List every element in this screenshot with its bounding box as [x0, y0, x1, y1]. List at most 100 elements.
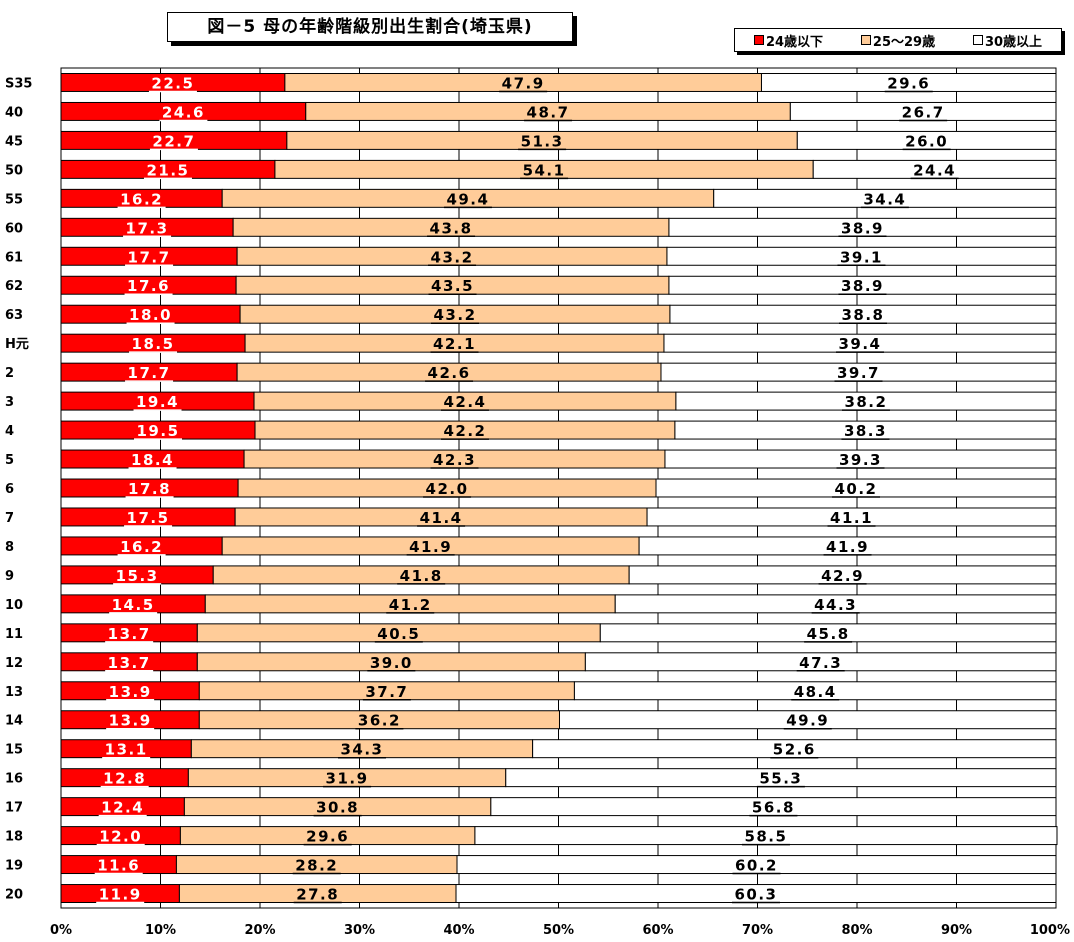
data-label: 39.1: [840, 248, 883, 266]
category-label: 10: [5, 598, 23, 613]
legend: 24歳以下 25～29歳 30歳以上: [734, 28, 1062, 52]
x-tick-label: 50%: [543, 923, 574, 938]
data-label: 49.4: [446, 190, 489, 208]
category-label: 3: [5, 395, 14, 410]
legend-label-0: 24歳以下: [765, 34, 824, 50]
category-label: 45: [5, 134, 23, 149]
data-label: 29.6: [887, 74, 930, 92]
data-label: 18.0: [129, 306, 172, 324]
category-label: 2: [5, 366, 14, 381]
x-tick-label: 80%: [841, 923, 872, 938]
category-label: 14: [5, 714, 23, 729]
data-label: 24.6: [162, 103, 205, 121]
data-label: 17.7: [128, 248, 171, 266]
legend-label-2: 30歳以上: [984, 34, 1043, 50]
category-label: 13: [5, 685, 23, 700]
category-label: 9: [5, 569, 14, 584]
data-label: 24.4: [913, 161, 956, 179]
data-label: 41.2: [389, 596, 432, 614]
x-tick-label: 0%: [50, 923, 72, 938]
data-label: 17.6: [127, 277, 170, 295]
data-label: 41.4: [420, 509, 463, 527]
legend-swatch-2: [972, 35, 983, 45]
category-label: 62: [5, 279, 23, 294]
data-label: 48.4: [794, 683, 837, 701]
data-label: 41.9: [826, 538, 869, 556]
category-label: 6: [5, 482, 14, 497]
x-tick-label: 20%: [244, 923, 275, 938]
data-label: 39.0: [370, 654, 413, 672]
data-label: 42.9: [821, 567, 864, 585]
chart-title: 図－5 母の年齢階級別出生割合(埼玉県): [167, 12, 573, 42]
category-label: 16: [5, 772, 23, 787]
category-label: 61: [5, 250, 23, 265]
data-label: 17.5: [127, 509, 170, 527]
data-label: 41.8: [400, 567, 443, 585]
data-label: 13.9: [109, 683, 152, 701]
data-label: 58.5: [744, 828, 787, 846]
data-label: 38.3: [844, 422, 887, 440]
data-label: 43.5: [431, 277, 474, 295]
category-label: 7: [5, 511, 14, 526]
category-label: 40: [5, 105, 23, 120]
data-label: 13.1: [105, 741, 148, 759]
data-label: 47.9: [502, 74, 545, 92]
data-label: 38.9: [841, 219, 884, 237]
data-label: 39.7: [837, 364, 880, 382]
data-label: 36.2: [358, 712, 401, 730]
data-label: 30.8: [316, 799, 359, 817]
x-tick-label: 30%: [344, 923, 375, 938]
data-label: 42.4: [443, 393, 486, 411]
x-tick-label: 100%: [1030, 923, 1070, 938]
category-label: 12: [5, 656, 23, 671]
data-label: 11.9: [99, 886, 142, 904]
data-label: 19.4: [136, 393, 179, 411]
data-label: 18.4: [131, 451, 174, 469]
data-label: 34.4: [863, 190, 906, 208]
data-label: 17.8: [128, 480, 171, 498]
legend-item-0: 24歳以下: [753, 31, 824, 50]
x-tick-label: 90%: [941, 923, 972, 938]
data-label: 28.2: [295, 857, 338, 875]
category-label: 20: [5, 888, 23, 903]
data-label: 18.5: [132, 335, 175, 353]
data-label: 17.3: [126, 219, 169, 237]
legend-swatch-1: [860, 35, 871, 45]
data-label: 56.8: [752, 799, 795, 817]
category-label: 55: [5, 192, 23, 207]
data-label: 51.3: [521, 132, 564, 150]
x-tick-label: 60%: [642, 923, 673, 938]
data-label: 11.6: [97, 857, 140, 875]
data-label: 31.9: [326, 770, 369, 788]
data-label: 17.7: [128, 364, 171, 382]
category-label: 8: [5, 540, 14, 555]
data-label: 55.3: [759, 770, 802, 788]
data-label: 42.2: [443, 422, 486, 440]
data-label: 40.2: [834, 480, 877, 498]
data-label: 48.7: [527, 103, 570, 121]
data-label: 16.2: [120, 190, 163, 208]
data-label: 29.6: [306, 828, 349, 846]
data-label: 22.5: [151, 74, 194, 92]
data-label: 41.1: [830, 509, 873, 527]
data-label: 38.2: [844, 393, 887, 411]
data-label: 27.8: [296, 886, 339, 904]
data-label: 14.5: [112, 596, 155, 614]
category-label: H元: [5, 337, 29, 352]
data-label: 47.3: [799, 654, 842, 672]
data-label: 43.2: [431, 248, 474, 266]
data-label: 45.8: [807, 625, 850, 643]
category-label: 50: [5, 163, 23, 178]
category-label: 18: [5, 830, 23, 845]
data-label: 21.5: [146, 161, 189, 179]
data-label: 52.6: [773, 741, 816, 759]
category-label: 63: [5, 308, 23, 323]
data-label: 12.4: [101, 799, 144, 817]
data-label: 60.2: [735, 857, 778, 875]
data-label: 39.4: [838, 335, 881, 353]
data-label: 39.3: [839, 451, 882, 469]
data-label: 37.7: [365, 683, 408, 701]
legend-item-1: 25～29歳: [860, 31, 935, 50]
data-label: 49.9: [786, 712, 829, 730]
data-label: 13.7: [108, 654, 151, 672]
